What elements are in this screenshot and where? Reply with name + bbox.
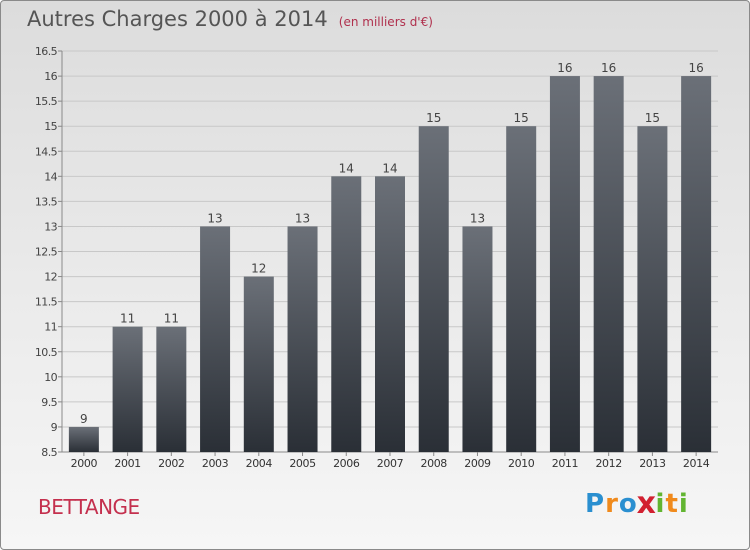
bar bbox=[287, 226, 318, 452]
value-label: 11 bbox=[120, 312, 135, 326]
y-tick-label: 15.5 bbox=[35, 95, 58, 108]
bar bbox=[506, 126, 537, 452]
value-label: 15 bbox=[426, 111, 441, 125]
value-label: 13 bbox=[295, 211, 310, 225]
x-tick-labels: 2000 2001 2002 2003 2004 2005 2006 2007 2008 2009… bbox=[71, 452, 710, 470]
y-tick-label: 13 bbox=[44, 220, 57, 233]
bar bbox=[200, 226, 231, 452]
bar bbox=[243, 276, 274, 452]
logo-letter: i bbox=[655, 489, 666, 519]
logo-letter: P bbox=[585, 489, 606, 519]
x-tick-label: 2005 bbox=[289, 457, 316, 470]
value-label: 13 bbox=[207, 211, 222, 225]
bar bbox=[681, 76, 712, 452]
value-label: 11 bbox=[164, 312, 179, 326]
logo-letter: t bbox=[665, 489, 679, 519]
value-labels: 9 11 11 13 12 13 14 14 15 13 15 16 16 15 16 bbox=[80, 61, 704, 426]
x-tick-label: 2013 bbox=[639, 457, 666, 470]
town-name: BETTANGE bbox=[38, 495, 140, 519]
bar bbox=[549, 76, 580, 452]
value-label: 14 bbox=[339, 161, 354, 175]
bar bbox=[112, 326, 143, 452]
bar bbox=[375, 176, 405, 452]
logo-letter: r bbox=[605, 489, 619, 519]
value-label: 12 bbox=[251, 262, 266, 276]
bar bbox=[156, 326, 187, 452]
value-label: 16 bbox=[557, 61, 572, 75]
value-label: 9 bbox=[80, 412, 88, 426]
x-tick-label: 2006 bbox=[333, 457, 360, 470]
value-label: 15 bbox=[645, 111, 660, 125]
chart-subtitle: (en milliers d'€) bbox=[338, 15, 433, 29]
y-tick-label: 8.5 bbox=[41, 446, 57, 459]
x-tick-label: 2007 bbox=[377, 457, 404, 470]
x-tick-label: 2001 bbox=[114, 457, 140, 470]
x-tick-label: 2012 bbox=[595, 457, 621, 470]
y-tick-label: 10.5 bbox=[35, 346, 58, 359]
x-tick-label: 2008 bbox=[421, 457, 448, 470]
y-tick-label: 12.5 bbox=[35, 246, 58, 259]
value-label: 16 bbox=[601, 61, 616, 75]
bar bbox=[68, 426, 99, 452]
logo-letter: i bbox=[678, 489, 689, 519]
y-tick-label: 9 bbox=[51, 421, 58, 434]
y-tick-label: 11.5 bbox=[35, 296, 58, 309]
y-tick-label: 15 bbox=[44, 120, 57, 133]
proxiti-logo: Proxiti bbox=[585, 486, 689, 522]
bars bbox=[68, 76, 712, 452]
value-label: 15 bbox=[514, 111, 529, 125]
y-tick-label: 14.5 bbox=[35, 145, 58, 158]
value-label: 13 bbox=[470, 211, 485, 225]
title-row: Autres Charges 2000 à 2014 (en milliers … bbox=[27, 7, 433, 31]
y-tick-label: 16.5 bbox=[35, 45, 58, 58]
y-tick-label: 10 bbox=[44, 371, 57, 384]
bar bbox=[418, 126, 449, 452]
x-tick-label: 2000 bbox=[71, 457, 98, 470]
x-tick-label: 2004 bbox=[246, 457, 273, 470]
logo-letter: o bbox=[618, 489, 638, 519]
y-tick-label: 9.5 bbox=[41, 396, 57, 409]
x-tick-label: 2011 bbox=[552, 457, 578, 470]
y-tick-label: 14 bbox=[44, 170, 57, 183]
x-tick-label: 2002 bbox=[158, 457, 184, 470]
value-label: 16 bbox=[688, 61, 703, 75]
logo-letter: x bbox=[636, 486, 657, 522]
y-tick-labels: 8.5 9 9.5 10 10.5 11 11.5 12 12.5 13 13.5 14 14.5 15 1… bbox=[35, 45, 62, 459]
y-tick-label: 16 bbox=[44, 70, 57, 83]
chart-title: Autres Charges 2000 à 2014 bbox=[27, 7, 328, 31]
bar bbox=[593, 76, 624, 452]
bar bbox=[637, 126, 668, 452]
x-tick-label: 2010 bbox=[508, 457, 535, 470]
y-tick-label: 11 bbox=[44, 321, 57, 334]
x-tick-label: 2009 bbox=[464, 457, 491, 470]
bar bbox=[331, 176, 362, 452]
value-label: 14 bbox=[382, 161, 397, 175]
y-tick-label: 12 bbox=[44, 271, 57, 284]
bar bbox=[462, 226, 493, 452]
x-tick-label: 2003 bbox=[202, 457, 229, 470]
y-tick-label: 13.5 bbox=[35, 195, 58, 208]
x-tick-label: 2014 bbox=[683, 457, 710, 470]
